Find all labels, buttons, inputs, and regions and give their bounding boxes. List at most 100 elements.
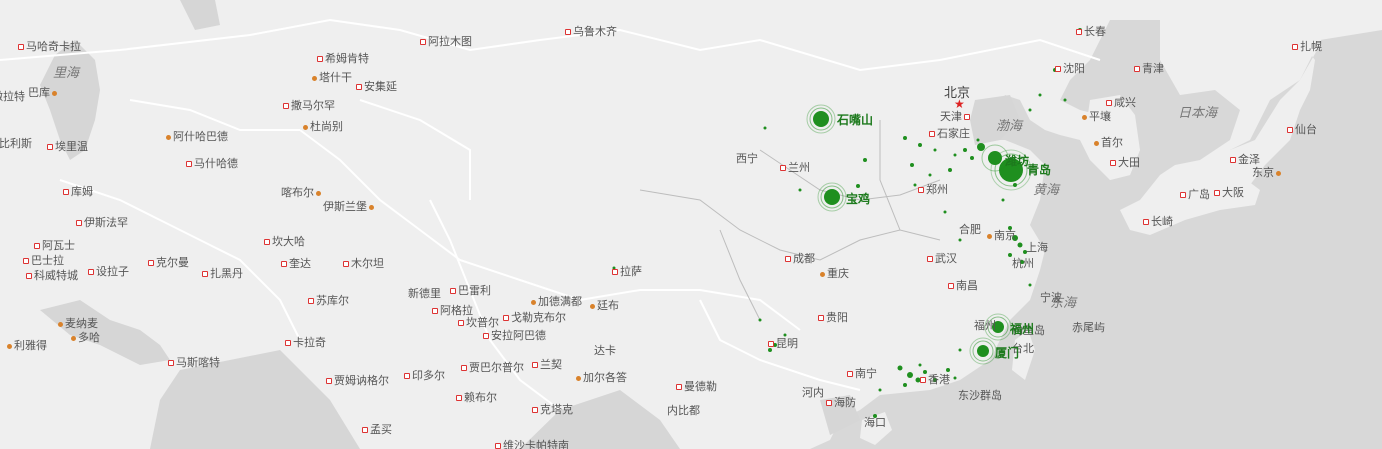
city-label: 台北 — [1012, 342, 1034, 355]
city-label: 伊斯法罕 — [76, 217, 128, 229]
city-label: 钓鱼岛 — [1012, 324, 1045, 337]
highlight-label: 石嘴山 — [837, 113, 874, 127]
city-label: 埃里温 — [47, 141, 88, 153]
city-label: 贵阳 — [818, 312, 848, 324]
highlight-label: 福州 — [1010, 322, 1035, 336]
highlight-label: 厦门 — [995, 346, 1020, 360]
city-label: 东京 — [1252, 167, 1283, 179]
city-label: 海口 — [864, 416, 886, 429]
sea-label: 日本海 — [1178, 106, 1218, 121]
city-label: 杜尚别 — [303, 121, 343, 133]
city-label: 贾巴尔普尔 — [461, 362, 524, 374]
city-label: 阿格拉 — [432, 305, 473, 317]
city-label: 孟买 — [362, 424, 392, 436]
highlight-label: 宝鸡 — [846, 192, 871, 206]
city-label: 希姆肯特 — [317, 53, 369, 65]
city-label: 广岛 — [1180, 189, 1210, 201]
city-label: 印多尔 — [404, 370, 445, 382]
city-label: 长崎 — [1143, 216, 1173, 228]
city-label: 沈阳 — [1055, 63, 1085, 75]
city-label: 西宁 — [736, 152, 758, 165]
city-label: 扎黑丹 — [202, 268, 243, 280]
city-label: 东沙群岛 — [958, 389, 1002, 402]
city-label: 廷布 — [590, 300, 619, 312]
city-label: 海防 — [826, 397, 856, 409]
sea-label: 里海 — [53, 66, 80, 81]
city-label: 巴雷利 — [450, 285, 491, 297]
city-label: 乌鲁木齐 — [565, 26, 617, 38]
city-label: 大田 — [1110, 157, 1140, 169]
city-label: 石家庄 — [929, 128, 970, 140]
city-label: 安集延 — [356, 81, 397, 93]
city-label: 长春 — [1076, 26, 1106, 38]
city-label: 武汉 — [927, 253, 957, 265]
city-label: 安拉阿巴德 — [483, 330, 546, 342]
city-label: 撒马尔罕 — [283, 100, 335, 112]
city-label: 仙台 — [1287, 124, 1317, 136]
city-label: 合肥 — [959, 223, 981, 236]
city-label: 克塔克 — [532, 404, 573, 416]
city-label: 塔什干 — [312, 72, 352, 84]
city-label: 马哈奇卡拉 — [18, 41, 81, 53]
city-label: 加德满都 — [531, 296, 582, 308]
city-label: 木尔坦 — [343, 258, 384, 270]
city-label: 青津 — [1134, 63, 1164, 75]
city-label: 兰契 — [532, 359, 562, 371]
city-label: 南宁 — [847, 368, 877, 380]
city-label: 河内 — [802, 386, 824, 399]
city-label: 天津 — [940, 111, 972, 123]
highlight-label: 潍坊 — [1005, 154, 1030, 168]
city-label: 坎普尔 — [458, 317, 499, 329]
city-label: 撒拉特 — [0, 90, 25, 103]
sea-label: 东海 — [1050, 296, 1077, 311]
city-label: 伊斯兰堡 — [323, 201, 376, 213]
data-points — [612, 28, 1082, 418]
city-label: 多哈 — [71, 332, 100, 344]
city-label: 咸兴 — [1106, 97, 1136, 109]
city-label: 利雅得 — [7, 340, 47, 352]
city-label: 戈勒克布尔 — [503, 312, 566, 324]
city-label: 杭州 — [1012, 257, 1034, 270]
city-label: 赖布尔 — [456, 392, 497, 404]
city-label: 金泽 — [1230, 154, 1260, 166]
city-label: 阿瓦士 — [34, 240, 75, 252]
city-label: 拉萨 — [612, 266, 642, 278]
city-label: 内比都 — [667, 404, 700, 417]
city-label: 重庆 — [820, 268, 849, 280]
city-label: 喀布尔 — [281, 187, 323, 199]
city-label: 苏库尔 — [308, 295, 349, 307]
city-label: 赤尾屿 — [1072, 321, 1105, 334]
city-label: 维沙卡帕特南 — [495, 440, 569, 449]
city-label: 首尔 — [1094, 137, 1123, 149]
city-label: 贾姆讷格尔 — [326, 375, 389, 387]
city-label: 马什哈德 — [186, 158, 238, 170]
city-label: 南昌 — [948, 280, 978, 292]
city-label: 克尔曼 — [148, 257, 189, 269]
city-label: 大阪 — [1214, 187, 1244, 199]
city-label: 上海 — [1026, 241, 1048, 254]
city-label: 郑州 — [918, 184, 948, 196]
city-label: 阿拉木图 — [420, 36, 472, 48]
city-label: 扎幌 — [1292, 41, 1322, 53]
city-label: 奎达 — [281, 258, 311, 270]
city-label: 达卡 — [594, 344, 616, 357]
highlight-label: 青岛 — [1027, 163, 1052, 177]
city-label: 平壤 — [1082, 111, 1111, 123]
city-label: 巴库 — [28, 87, 59, 99]
city-label: 南京 — [987, 230, 1016, 242]
city-label: 卡拉奇 — [285, 337, 326, 349]
city-label: 第比利斯 — [0, 137, 32, 150]
city-label: 库姆 — [63, 186, 93, 198]
city-label: 设拉子 — [88, 266, 129, 278]
city-label: 巴士拉 — [23, 255, 64, 267]
city-label: 香港 — [920, 374, 950, 386]
city-label: 坎大哈 — [264, 236, 305, 248]
city-label: 科威特城 — [26, 270, 78, 282]
city-label: 马斯喀特 — [168, 357, 220, 369]
city-label: 成都 — [785, 253, 815, 265]
capital-label: 北京 — [944, 86, 971, 101]
highlight-halos — [806, 104, 1032, 365]
sea-label: 渤海 — [996, 119, 1023, 134]
